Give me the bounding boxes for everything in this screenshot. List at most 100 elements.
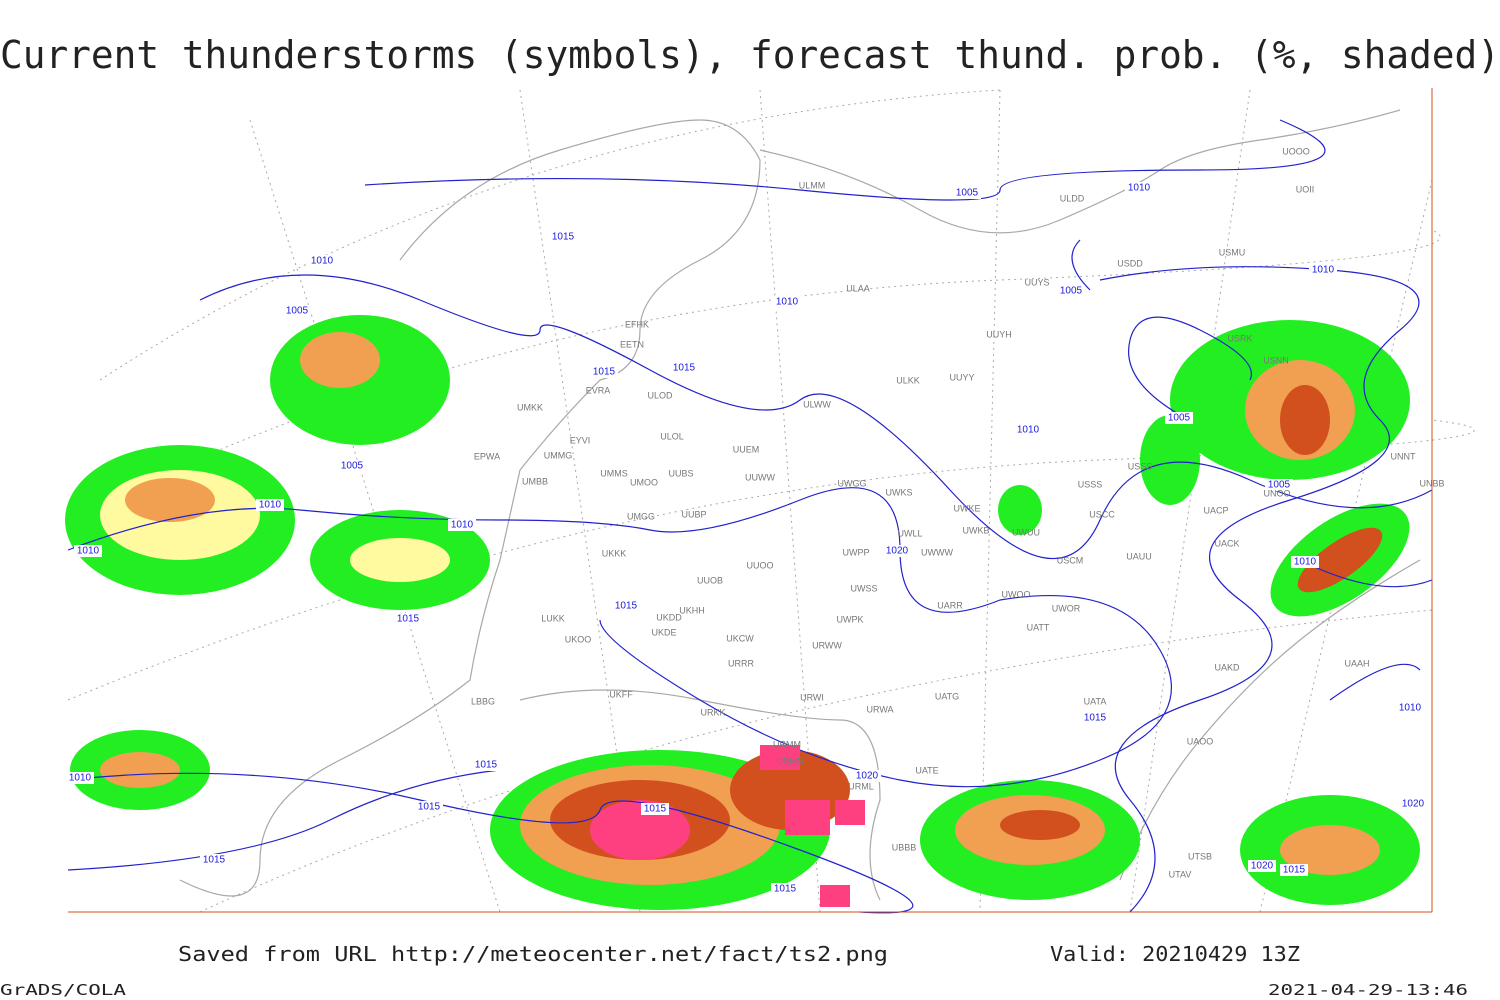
station-code: UNOO bbox=[1264, 488, 1291, 498]
isobar-label-bg bbox=[1280, 864, 1308, 876]
station-code: UAKD bbox=[1214, 662, 1240, 672]
station-code: UWOR bbox=[1052, 603, 1081, 613]
station-code: USRK bbox=[1227, 333, 1252, 343]
isobar-label-bg bbox=[883, 545, 911, 557]
isobar-label-bg bbox=[394, 613, 422, 625]
station-code: UWLL bbox=[897, 528, 922, 538]
isobar-label-bg bbox=[1399, 798, 1427, 810]
station-code: UWOO bbox=[1002, 589, 1031, 599]
station-code: UUOO bbox=[747, 560, 774, 570]
station-code: UAUU bbox=[1126, 551, 1152, 561]
station-code: UATE bbox=[915, 765, 938, 775]
timestamp: 2021-04-29-13:46 bbox=[1268, 981, 1468, 999]
isobar-label-bg bbox=[953, 187, 981, 199]
station-code: UACK bbox=[1214, 538, 1239, 548]
isobar-label: 1020 bbox=[1251, 861, 1274, 872]
station-code: ULOD bbox=[647, 390, 673, 400]
precip-shading bbox=[65, 315, 1420, 910]
isobar-label: 1015 bbox=[593, 367, 616, 378]
station-code: UKFF bbox=[609, 689, 633, 699]
isobar-label: 1015 bbox=[203, 855, 226, 866]
station-code: URKK bbox=[700, 707, 725, 717]
station-code: EVRA bbox=[586, 385, 611, 395]
isobar-label-bg bbox=[773, 296, 801, 308]
isobar-label: 1010 bbox=[1399, 703, 1422, 714]
software: GrADS/COLA bbox=[0, 981, 126, 999]
station-code: UOII bbox=[1296, 184, 1315, 194]
station-code: USDD bbox=[1117, 258, 1143, 268]
station-code: ULAA bbox=[846, 283, 870, 293]
station-code: UTSB bbox=[1188, 851, 1212, 861]
station-code: UNNT bbox=[1391, 451, 1416, 461]
isobar-label-bg bbox=[1396, 702, 1424, 714]
station-code: ULMM bbox=[799, 180, 826, 190]
station-code: USSS bbox=[1078, 479, 1103, 489]
isobar-label: 1005 bbox=[341, 461, 364, 472]
isobar-label-bg bbox=[1081, 712, 1109, 724]
isobar-label: 1015 bbox=[615, 601, 638, 612]
isobar-label: 1010 bbox=[69, 773, 92, 784]
map-title: Current thunderstorms (symbols), forecas… bbox=[0, 33, 1500, 77]
station-code: UMOO bbox=[630, 477, 658, 487]
station-code: USCM bbox=[1057, 555, 1084, 565]
isobar-label-bg bbox=[853, 770, 881, 782]
isobar-label-bg bbox=[308, 255, 336, 267]
station-code: URWW bbox=[812, 640, 842, 650]
station-code: UOOO bbox=[1282, 146, 1310, 156]
station-code: URRR bbox=[728, 658, 754, 668]
station-code: ULDD bbox=[1060, 193, 1085, 203]
station-code: USSS bbox=[1128, 461, 1153, 471]
station-code: URMN bbox=[777, 756, 804, 766]
station-code: UWKS bbox=[886, 487, 913, 497]
station-code: UATT bbox=[1027, 622, 1050, 632]
isobar-label: 1010 bbox=[1312, 265, 1335, 276]
station-code: UAAH bbox=[1344, 658, 1369, 668]
isobar-label-bg bbox=[283, 305, 311, 317]
isobar-label: 1015 bbox=[644, 804, 667, 815]
isobar-label: 1015 bbox=[397, 614, 420, 625]
station-code: UMKK bbox=[517, 402, 543, 412]
station-code: UWKB bbox=[963, 525, 990, 535]
isobar-label-bg bbox=[590, 366, 618, 378]
station-code: EYVI bbox=[570, 435, 591, 445]
station-code: UMGG bbox=[627, 511, 655, 521]
station-code: UKHH bbox=[679, 605, 705, 615]
isobar-label-bg bbox=[415, 801, 443, 813]
isobar-label: 1020 bbox=[1402, 799, 1425, 810]
station-code: UUYH bbox=[986, 329, 1012, 339]
isobar-label-bg bbox=[1291, 556, 1319, 568]
isobar-label-bg bbox=[74, 545, 102, 557]
isobar-label-bg bbox=[1057, 285, 1085, 297]
isobar-label: 1015 bbox=[673, 363, 696, 374]
station-code: UMBB bbox=[522, 476, 548, 486]
isobar-label-bg bbox=[549, 231, 577, 243]
station-code: USNN bbox=[1263, 355, 1289, 365]
coastlines bbox=[179, 109, 1421, 901]
station-code: UKDD bbox=[656, 612, 682, 622]
isobar-label: 1020 bbox=[856, 771, 879, 782]
isobar-label-bg bbox=[338, 460, 366, 472]
isobar-label: 1005 bbox=[1268, 480, 1291, 491]
station-code: UMMS bbox=[600, 468, 628, 478]
station-code: UAOO bbox=[1187, 736, 1214, 746]
station-code: UUBP bbox=[681, 509, 706, 519]
isobar-label: 1020 bbox=[886, 546, 909, 557]
station-code: URWA bbox=[867, 704, 894, 714]
isobar-label-bg bbox=[771, 883, 799, 895]
isobar-label-bg bbox=[1014, 424, 1042, 436]
storm-symbols bbox=[760, 745, 865, 907]
station-code: UACP bbox=[1203, 505, 1228, 515]
valid-time: Valid: 20210429 13Z bbox=[1050, 942, 1300, 966]
isobar-label-bg bbox=[66, 772, 94, 784]
station-code: LBBG bbox=[471, 696, 495, 706]
station-code: EETN bbox=[620, 339, 644, 349]
isobar-label: 1010 bbox=[1294, 557, 1317, 568]
station-code: UTAV bbox=[1169, 869, 1192, 879]
isobar-label-bg bbox=[200, 854, 228, 866]
station-code: UWPK bbox=[837, 614, 864, 624]
station-code: UATG bbox=[935, 691, 959, 701]
isobars bbox=[67, 119, 1433, 914]
station-code: UKOO bbox=[565, 634, 592, 644]
isobar-label-bg bbox=[1165, 412, 1193, 424]
